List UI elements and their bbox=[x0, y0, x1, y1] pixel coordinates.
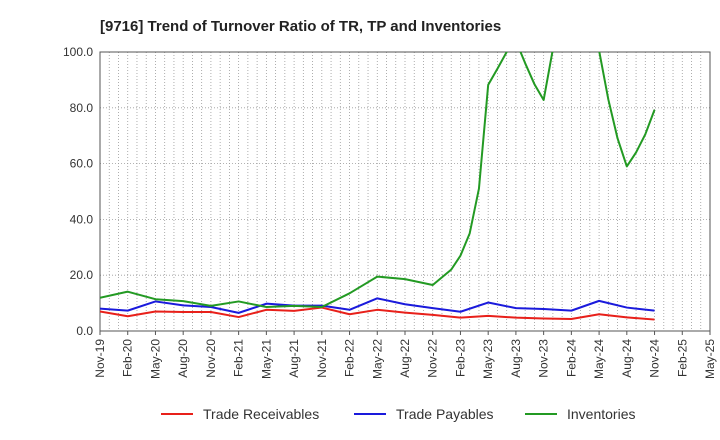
x-tick-label: May-25 bbox=[703, 339, 717, 379]
x-tick-label: Aug-24 bbox=[620, 339, 634, 378]
series-line-trade-payables bbox=[100, 297, 655, 314]
x-tick-label: Feb-22 bbox=[343, 339, 357, 377]
x-tick-label: Nov-21 bbox=[315, 339, 329, 378]
x-tick-label: Feb-24 bbox=[564, 339, 578, 377]
y-tick-label: 20.0 bbox=[70, 268, 94, 282]
chart-title: [9716] Trend of Turnover Ratio of TR, TP… bbox=[100, 18, 501, 35]
y-tick-label: 80.0 bbox=[70, 101, 94, 115]
x-tick-label: Aug-20 bbox=[176, 339, 190, 378]
legend: Trade Receivables Trade Payables Inventori… bbox=[161, 406, 635, 422]
series-line-trade-receivables bbox=[100, 306, 655, 321]
x-tick-label: Feb-23 bbox=[453, 339, 467, 377]
x-tick-label: Nov-23 bbox=[537, 339, 551, 378]
x-tick-label: Aug-21 bbox=[287, 339, 301, 378]
y-tick-label: 100.0 bbox=[63, 45, 93, 59]
x-tick-label: Nov-19 bbox=[93, 339, 107, 378]
x-tick-label: May-23 bbox=[481, 339, 495, 379]
x-tick-label: Nov-20 bbox=[204, 339, 218, 378]
x-tick-label: Feb-25 bbox=[675, 339, 689, 377]
legend-label: Inventories bbox=[567, 406, 635, 422]
y-axis-ticks: 0.0 20.0 40.0 60.0 80.0 100.0 bbox=[63, 45, 93, 338]
x-tick-label: Aug-22 bbox=[398, 339, 412, 378]
y-tick-label: 60.0 bbox=[70, 157, 94, 171]
x-tick-label: Feb-20 bbox=[121, 339, 135, 377]
y-tick-label: 0.0 bbox=[76, 324, 93, 338]
x-tick-label: Nov-22 bbox=[426, 339, 440, 378]
grid bbox=[100, 52, 710, 331]
x-tick-label: May-20 bbox=[148, 339, 162, 379]
x-tick-label: May-21 bbox=[259, 339, 273, 379]
legend-label: Trade Payables bbox=[396, 406, 494, 422]
legend-label: Trade Receivables bbox=[203, 406, 319, 422]
series-lines bbox=[100, 52, 656, 321]
x-tick-label: May-22 bbox=[370, 339, 384, 379]
x-tick-label: Nov-24 bbox=[648, 339, 662, 378]
x-tick-label: Feb-21 bbox=[232, 339, 246, 377]
x-axis-ticks: Nov-19 Feb-20 May-20 Aug-20 Nov-20 Feb-21 May-… bbox=[93, 331, 717, 379]
x-tick-label: Aug-23 bbox=[509, 339, 523, 378]
series-line-inventories bbox=[100, 52, 656, 309]
y-tick-label: 40.0 bbox=[70, 212, 94, 226]
x-tick-label: May-24 bbox=[592, 339, 606, 379]
